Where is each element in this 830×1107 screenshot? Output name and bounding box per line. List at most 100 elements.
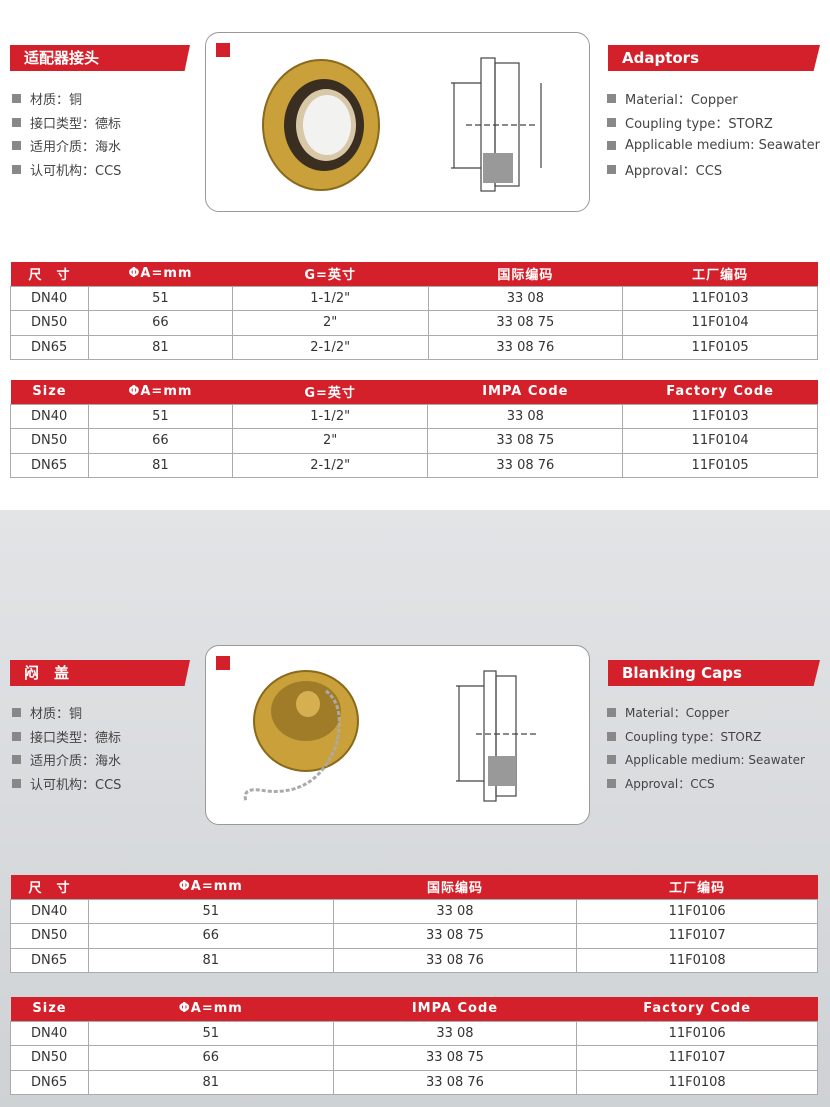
table-cell: 51 — [87, 1020, 334, 1046]
table-cell: 2" — [231, 310, 429, 336]
spec-table-cn: 尺 寸 ΦA=mm 国际编码 工厂编码 DN40 51 33 08 11F0106 DN50… — [10, 875, 818, 973]
table-cell: DN65 — [10, 1069, 89, 1095]
table-cell: 11F0105 — [622, 452, 818, 478]
table-cell: DN65 — [10, 334, 89, 360]
feature-text: Coupling type：STORZ — [625, 729, 762, 744]
table-header: Size ΦA=mm G=英寸 IMPA Code Factory Code — [10, 380, 818, 404]
bullet-icon — [12, 164, 21, 174]
bullet-icon — [12, 778, 21, 788]
bullet-icon — [12, 755, 21, 765]
table-header: Size ΦA=mm IMPA Code Factory Code — [10, 997, 818, 1021]
table-cell: 1-1/2" — [231, 285, 429, 311]
features-en: Material：Copper Coupling type：STORZ Appl… — [607, 87, 820, 181]
table-row: DN40 51 1-1/2" 33 08 11F0103 — [10, 285, 818, 311]
feature-text: 适用介质：海水 — [30, 754, 122, 770]
column-header: Factory Code — [622, 380, 818, 404]
table-cell: 11F0106 — [576, 1020, 818, 1046]
blanking-cap-drawing — [243, 670, 536, 802]
table-cell: DN50 — [10, 923, 89, 949]
bullet-icon — [607, 117, 616, 127]
product-image-adaptor — [205, 32, 590, 212]
table-cell: 11F0105 — [622, 334, 818, 360]
table-cell: 2" — [231, 428, 429, 454]
column-header: IMPA Code — [333, 997, 577, 1021]
feature-item: 材质：铜 — [12, 87, 121, 111]
table-cell: 51 — [87, 403, 233, 429]
feature-item: 接口类型：德标 — [12, 725, 121, 749]
column-header: ΦA=mm — [88, 380, 233, 404]
column-header: IMPA Code — [427, 380, 623, 404]
table-cell: 66 — [87, 310, 233, 336]
feature-item: Approval：CCS — [607, 158, 820, 182]
section-title-en: Blanking Caps — [608, 660, 820, 686]
table-cell: 81 — [87, 334, 233, 360]
feature-text: Approval：CCS — [625, 163, 723, 179]
table-cell: 33 08 76 — [332, 947, 578, 973]
feature-item: Material：Copper — [607, 701, 805, 725]
bullet-icon — [12, 141, 21, 151]
bullet-icon — [607, 755, 616, 765]
feature-text: 接口类型：德标 — [30, 116, 122, 132]
section-title-cn: 适配器接头 — [10, 45, 190, 71]
column-header: G=英寸 — [232, 380, 428, 404]
table-cell: 33 08 75 — [427, 310, 624, 336]
table-cell: 33 08 75 — [332, 1045, 578, 1071]
table-cell: 33 08 76 — [427, 334, 624, 360]
column-header: 工厂编码 — [576, 875, 818, 899]
feature-text: 接口类型：德标 — [30, 730, 122, 746]
table-row: DN40 51 1-1/2" 33 08 11F0103 — [10, 403, 818, 429]
table-cell: 2-1/2" — [231, 452, 429, 478]
table-cell: 51 — [87, 285, 233, 311]
section-title-cn: 闷 盖 — [10, 660, 190, 686]
table-cell: DN40 — [10, 1020, 89, 1046]
table-cell: 33 08 75 — [332, 923, 578, 949]
table-row: DN65 81 33 08 76 11F0108 — [10, 1069, 818, 1095]
feature-text: Material：Copper — [625, 706, 730, 721]
table-cell: 11F0104 — [622, 428, 818, 454]
spec-table-en: Size ΦA=mm G=英寸 IMPA Code Factory Code DN40 5… — [10, 380, 818, 478]
table-header: 尺 寸 ΦA=mm G=英寸 国际编码 工厂编码 — [10, 262, 818, 286]
feature-item: Applicable medium: Seawater — [607, 134, 820, 158]
table-cell: 33 08 — [427, 403, 624, 429]
column-header: 国际编码 — [333, 875, 577, 899]
feature-item: 认可机构：CCS — [12, 158, 121, 182]
table-cell: 33 08 76 — [332, 1069, 578, 1095]
table-row: DN50 66 33 08 75 11F0107 — [10, 1045, 818, 1071]
features-en: Material：Copper Coupling type：STORZ Appl… — [607, 701, 805, 795]
feature-text: 认可机构：CCS — [30, 163, 122, 179]
table-cell: DN65 — [10, 947, 89, 973]
feature-text: 认可机构：CCS — [30, 777, 122, 793]
column-header: ΦA=mm — [88, 997, 334, 1021]
adaptor-drawing — [262, 57, 542, 192]
feature-item: 认可机构：CCS — [12, 772, 121, 796]
table-row: DN40 51 33 08 11F0106 — [10, 1020, 818, 1046]
table-cell: 81 — [87, 947, 334, 973]
bullet-icon — [12, 708, 21, 718]
feature-item: Coupling type：STORZ — [607, 111, 820, 135]
feature-text: Approval：CCS — [625, 776, 715, 791]
table-cell: 51 — [87, 898, 334, 924]
table-cell: 11F0108 — [576, 947, 818, 973]
column-header: 工厂编码 — [622, 262, 818, 286]
column-header: Size — [10, 997, 89, 1021]
table-cell: DN40 — [10, 403, 89, 429]
table-cell: DN50 — [10, 428, 89, 454]
table-cell: 33 08 75 — [427, 428, 624, 454]
table-cell: 11F0107 — [576, 923, 818, 949]
feature-text: Applicable medium: Seawater — [625, 752, 805, 767]
feature-text: Material：Copper — [625, 93, 738, 109]
bullet-icon — [607, 731, 616, 741]
column-header: ΦA=mm — [88, 875, 334, 899]
column-header: Size — [10, 380, 89, 404]
table-cell: 33 08 — [427, 285, 624, 311]
table-row: DN50 66 33 08 75 11F0107 — [10, 923, 818, 949]
feature-item: 适用介质：海水 — [12, 134, 121, 158]
feature-text: Coupling type：STORZ — [625, 116, 773, 132]
feature-text: 材质：铜 — [30, 707, 83, 723]
bullet-icon — [607, 94, 616, 104]
table-cell: 33 08 76 — [427, 452, 624, 478]
spec-table-cn: 尺 寸 ΦA=mm G=英寸 国际编码 工厂编码 DN40 51 1-1/2" 33 08 11… — [10, 262, 818, 360]
column-header: ΦA=mm — [88, 262, 233, 286]
feature-text: 适用介质：海水 — [30, 140, 122, 156]
table-cell: 33 08 — [332, 1020, 578, 1046]
